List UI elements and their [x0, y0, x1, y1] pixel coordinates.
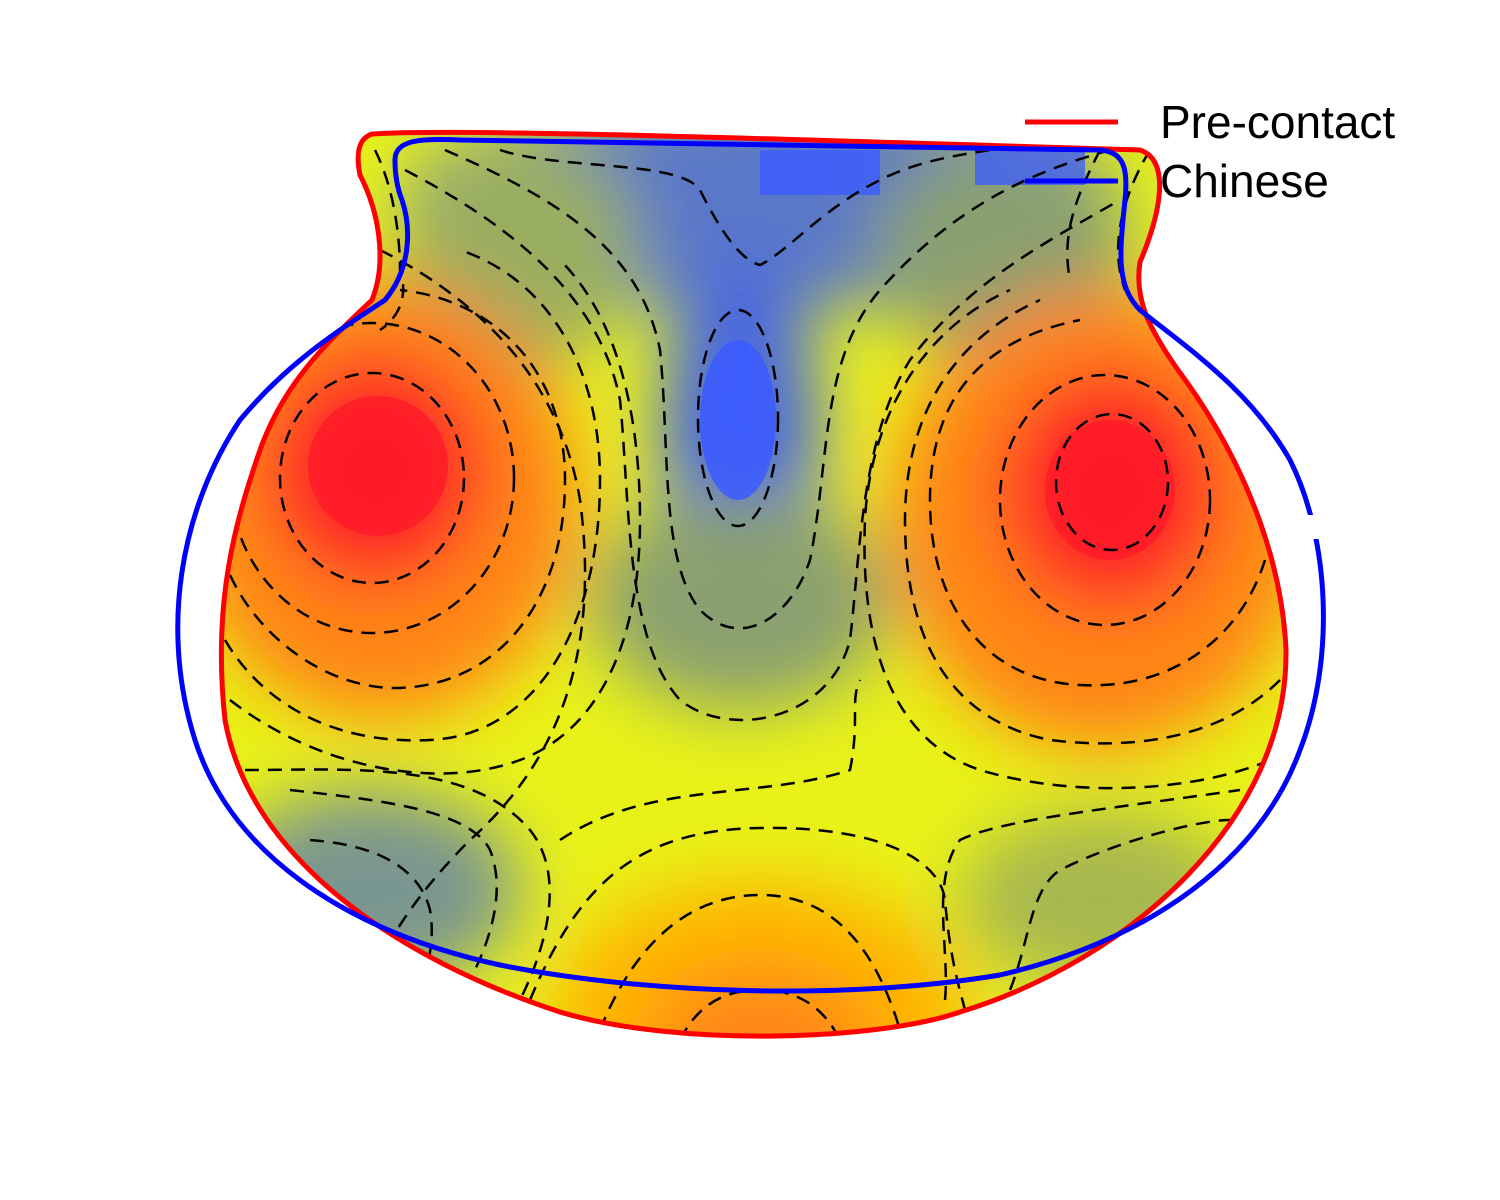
- heatmap-peak-right: [1045, 420, 1175, 560]
- contour-lower-left-3: [244, 768, 551, 1001]
- contour-lines: [223, 148, 1281, 1037]
- legend-label-precontact: Pre-contact: [1160, 96, 1395, 148]
- contour-right-1: [1054, 412, 1170, 552]
- contour-left-5: [229, 259, 642, 775]
- heatmap-blob-bottom-warm-inner: [650, 970, 870, 1037]
- contour-neck-right-2: [1066, 149, 1102, 281]
- contour-right-3: [928, 318, 1267, 687]
- legend-label-chinese: Chinese: [1160, 155, 1329, 207]
- precontact-outline: [218, 129, 1289, 1039]
- contour-right-5: [863, 288, 1271, 790]
- heatmap-blob-center-mid: [590, 490, 890, 710]
- contour-center-trough: [696, 308, 780, 528]
- contour-center-1: [444, 148, 1111, 630]
- contour-lower-right-1: [1008, 818, 1231, 991]
- chinese-outline-gap: [1305, 515, 1325, 539]
- contour-lower-left-1: [289, 788, 498, 981]
- contour-right-4: [903, 298, 1281, 745]
- contour-center-3: [378, 248, 587, 961]
- heatmap-trough-neck-center: [760, 150, 880, 195]
- contour-bottom-4: [559, 679, 862, 842]
- contour-left-4: [223, 248, 602, 742]
- contour-lower-right-2: [941, 788, 1241, 1001]
- chinese-outline: [175, 136, 1326, 994]
- contour-neck-left-1: [373, 149, 405, 332]
- contour-left-1: [278, 371, 466, 585]
- contour-center-4: [499, 148, 991, 267]
- contour-right-2: [998, 373, 1212, 627]
- contour-bottom-1: [598, 893, 902, 1031]
- legend: Pre-contact Chinese: [1025, 96, 1395, 207]
- contour-center-2: [404, 168, 1121, 722]
- heatmap-peak-left: [308, 396, 448, 536]
- contour-left-3: [228, 288, 567, 690]
- heatmap-trough-center: [700, 340, 776, 500]
